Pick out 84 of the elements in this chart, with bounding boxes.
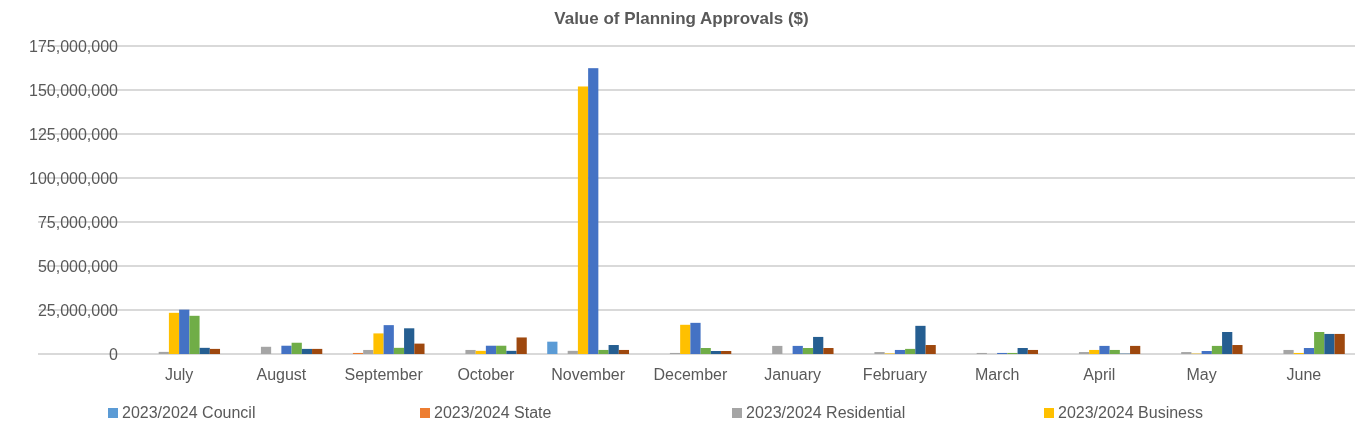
x-tick-label: November (551, 366, 626, 383)
bar (485, 345, 497, 354)
bar (772, 345, 783, 354)
y-tick-label: 125,000,000 (29, 125, 119, 143)
bar (393, 347, 405, 354)
bar (547, 341, 558, 354)
bar (312, 348, 323, 354)
x-tick-label: August (256, 366, 307, 383)
bar (209, 348, 221, 354)
bar (1314, 332, 1325, 354)
bar (363, 349, 374, 354)
bar (179, 309, 190, 354)
bar (1201, 351, 1212, 354)
x-tick-label: December (653, 366, 728, 383)
bar (373, 333, 384, 354)
bar (588, 68, 599, 354)
bar (465, 349, 476, 354)
bar (281, 345, 292, 354)
bar (301, 348, 313, 354)
bar (291, 342, 302, 354)
bar (1324, 333, 1335, 354)
bar (158, 351, 169, 354)
bar (1089, 349, 1100, 354)
bar (1232, 345, 1243, 354)
x-tick-label: September (344, 366, 424, 383)
bar (1283, 349, 1294, 354)
x-tick-label: January (764, 366, 822, 383)
bar (792, 345, 803, 354)
bar (700, 348, 711, 354)
bar (608, 345, 619, 354)
legend-label: 2023/2024 Residential (746, 404, 906, 421)
x-tick-label: October (457, 366, 515, 383)
bar (1334, 333, 1345, 354)
bar (894, 349, 906, 354)
y-tick-label: 0 (109, 345, 119, 363)
y-tick-label: 150,000,000 (29, 81, 119, 99)
bar (905, 348, 916, 354)
y-tick-label: 100,000,000 (29, 169, 119, 187)
bar (516, 337, 527, 354)
bar (721, 351, 732, 354)
bar (680, 324, 691, 354)
x-tick-label: May (1186, 366, 1217, 383)
x-tick-label: June (1286, 366, 1322, 383)
bar (1027, 349, 1039, 354)
bar (168, 312, 180, 354)
bar (1099, 345, 1110, 354)
bar (915, 325, 926, 354)
bar (189, 315, 200, 354)
bar (813, 336, 824, 354)
bar (414, 343, 425, 354)
bar (925, 345, 936, 354)
bar (823, 348, 834, 354)
y-tick-label: 50,000,000 (37, 257, 119, 275)
bar (1303, 348, 1315, 354)
x-tick-label: February (862, 366, 927, 383)
bar (802, 348, 814, 354)
y-tick-label: 75,000,000 (37, 213, 119, 231)
bar (598, 349, 609, 354)
chart-title: Value of Planning Approvals ($) (554, 9, 809, 28)
bar (496, 345, 507, 354)
bar (404, 328, 415, 354)
legend-label: 2023/2024 Council (122, 404, 256, 421)
legend-label: 2023/2024 Business (1058, 404, 1203, 421)
bar (199, 347, 210, 354)
x-tick-label: March (974, 366, 1020, 383)
bar (567, 350, 578, 354)
bar (475, 350, 486, 354)
x-tick-label: April (1083, 366, 1116, 383)
y-tick-label: 25,000,000 (37, 301, 119, 319)
y-tick-label: 175,000,000 (29, 37, 119, 55)
bar (1109, 349, 1120, 354)
legend-label: 2023/2024 State (434, 404, 552, 421)
bar (506, 350, 517, 354)
bar (1017, 348, 1028, 354)
bar (260, 346, 272, 354)
bar (618, 349, 630, 354)
bar (1211, 345, 1223, 354)
bar (383, 325, 394, 354)
bar (1222, 332, 1233, 354)
bar (577, 86, 589, 354)
bar (690, 322, 701, 354)
bar (710, 351, 722, 354)
bar (1130, 345, 1141, 354)
x-tick-label: July (164, 366, 194, 383)
